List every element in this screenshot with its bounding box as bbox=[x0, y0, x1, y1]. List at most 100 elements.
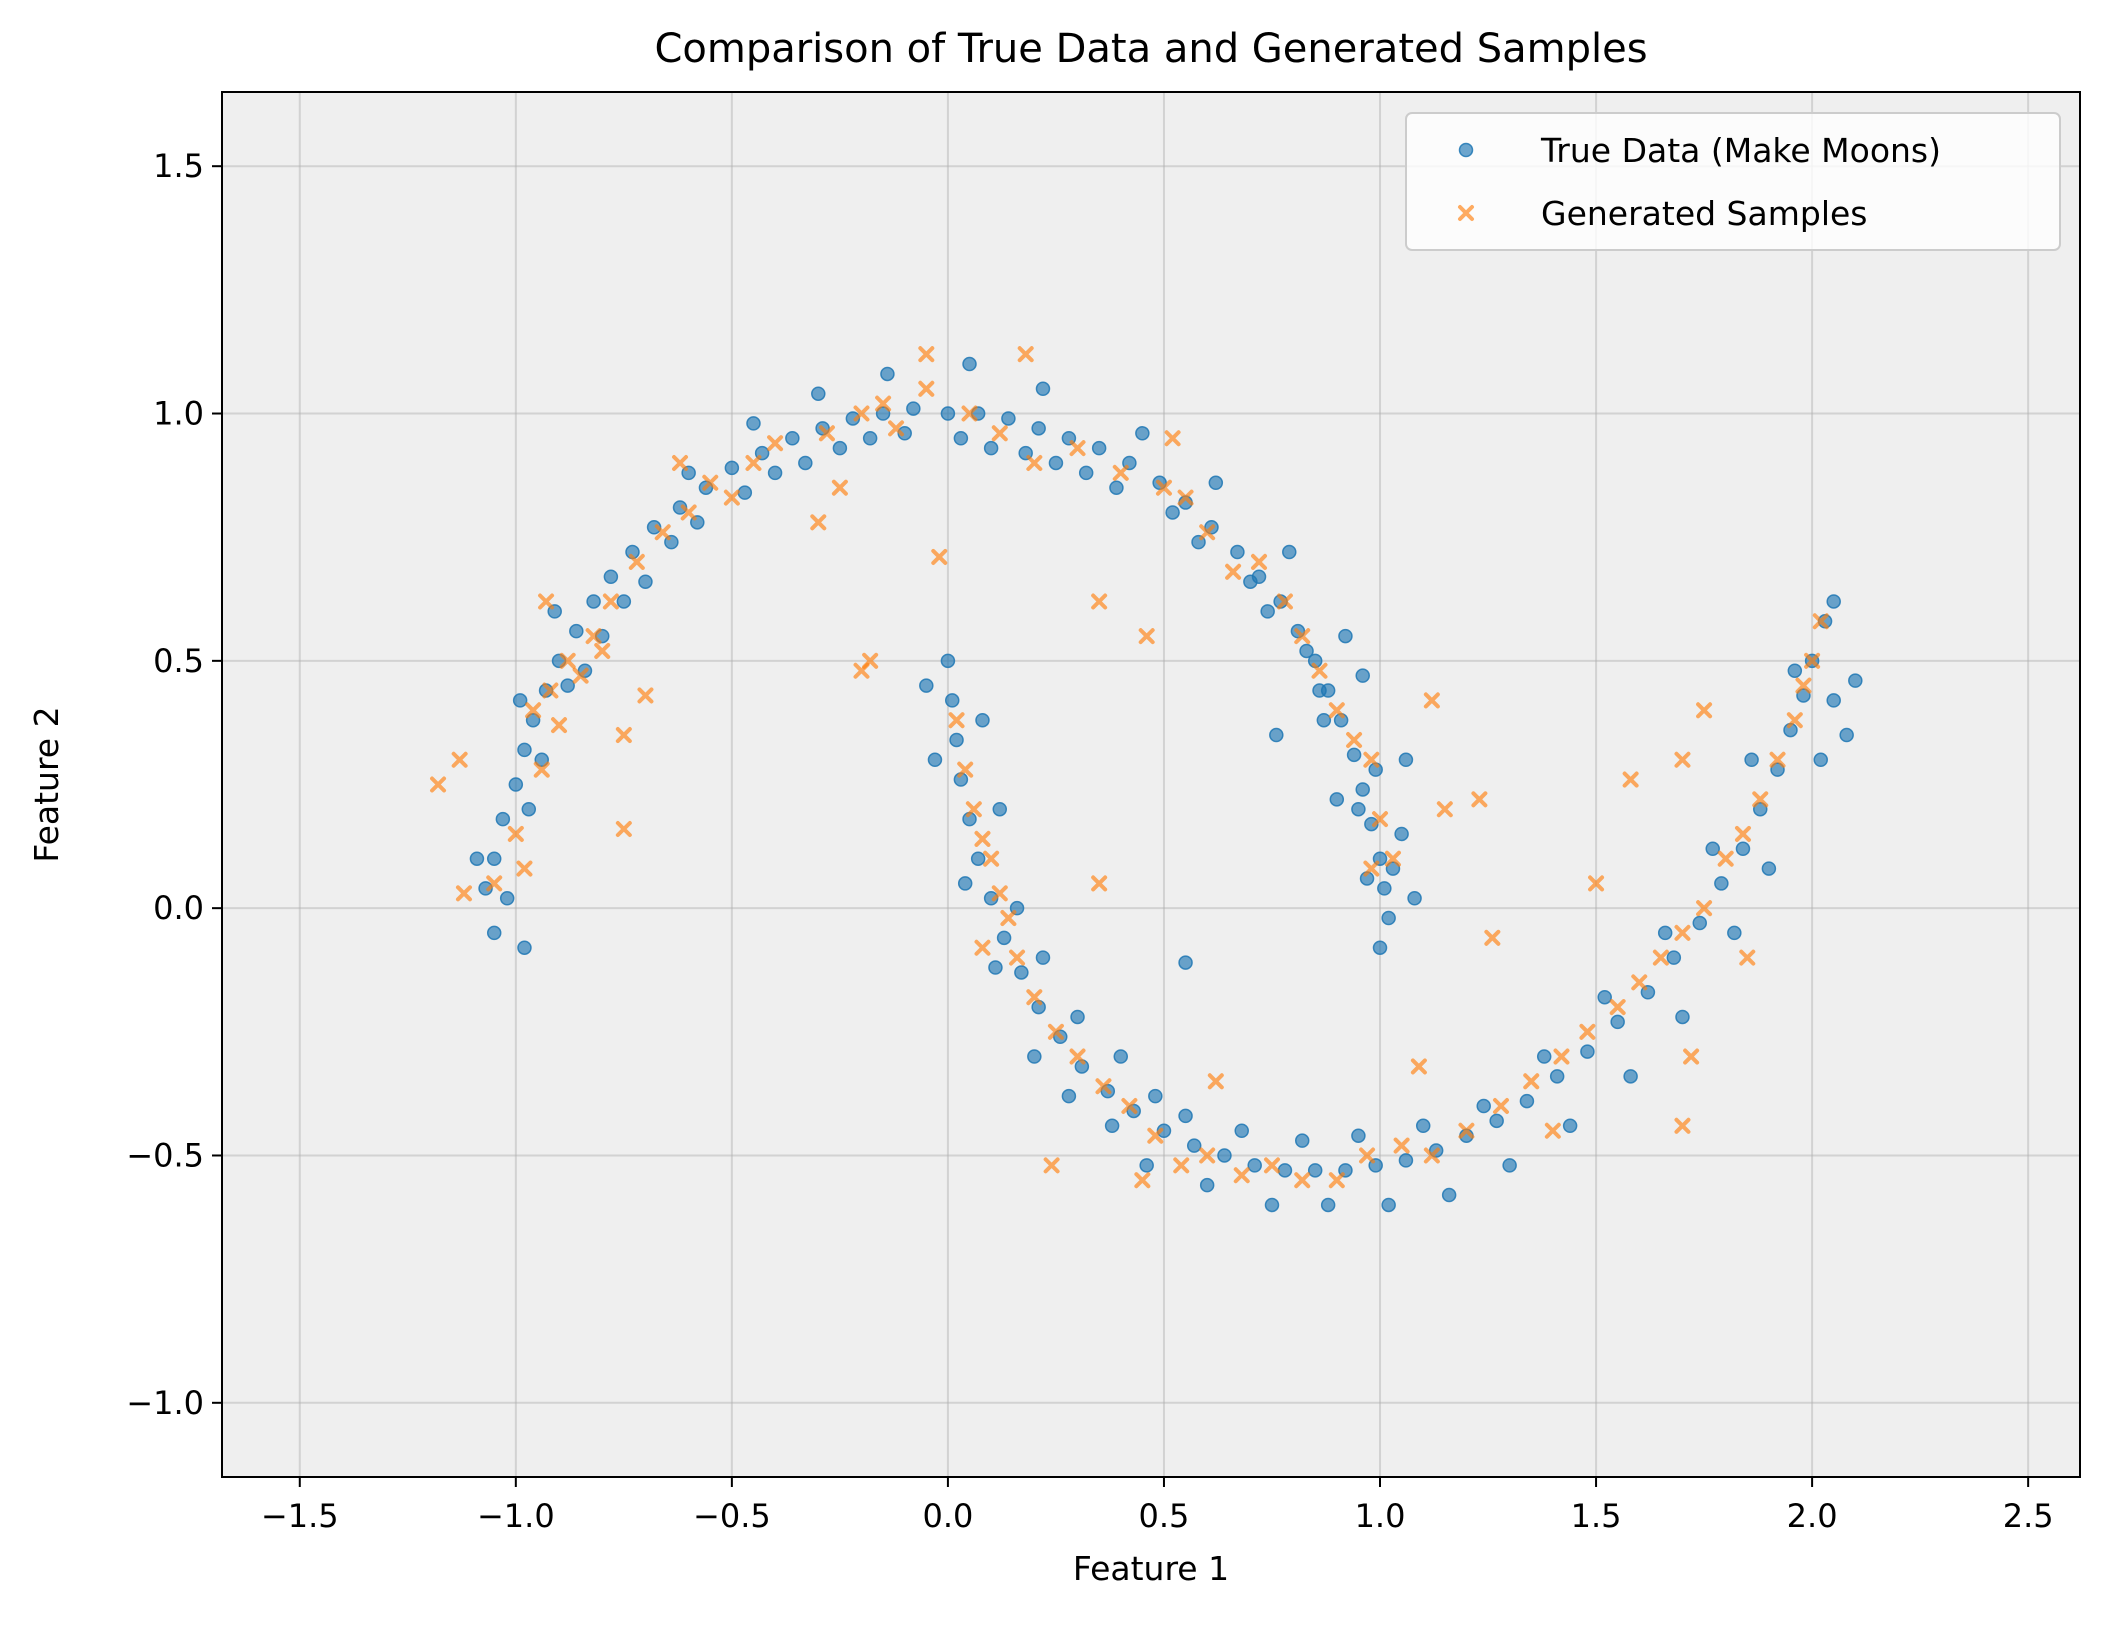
generated-sample-point bbox=[1026, 454, 1043, 471]
true-data-point bbox=[746, 416, 761, 431]
true-data-point bbox=[1826, 693, 1841, 708]
true-data-point bbox=[1666, 950, 1682, 965]
true-data-point bbox=[811, 386, 826, 401]
true-data-point bbox=[1320, 1197, 1336, 1213]
generated-sample-point bbox=[1173, 1157, 1190, 1174]
true-data-point bbox=[1230, 544, 1245, 560]
generated-sample-point bbox=[1091, 875, 1108, 892]
generated-sample-point bbox=[831, 479, 848, 496]
x-tick-label: 2.5 bbox=[2003, 1497, 2054, 1535]
true-data-point bbox=[944, 693, 960, 708]
true-data-point bbox=[1744, 752, 1759, 768]
generated-sample-point bbox=[654, 524, 671, 541]
generated-sample-point bbox=[572, 667, 589, 684]
generated-sample-point bbox=[1436, 801, 1453, 818]
generated-sample-point bbox=[1786, 712, 1803, 729]
generated-sample-point bbox=[702, 474, 719, 491]
generated-sample-point bbox=[1579, 1023, 1596, 1040]
true-data-point bbox=[1014, 965, 1029, 980]
true-data-point bbox=[1675, 1009, 1690, 1025]
true-data-point bbox=[1597, 989, 1612, 1005]
generated-sample-point bbox=[931, 548, 948, 565]
true-data-point bbox=[785, 431, 800, 446]
generated-sample-point bbox=[1769, 751, 1786, 768]
generated-sample-point bbox=[525, 702, 542, 719]
true-data-point bbox=[1415, 1118, 1431, 1134]
true-data-point bbox=[525, 712, 541, 728]
generated-sample-point bbox=[1804, 652, 1821, 669]
generated-sample-point bbox=[810, 514, 827, 531]
generated-sample-point bbox=[1544, 1122, 1561, 1139]
generated-sample-point bbox=[1047, 1023, 1064, 1040]
generated-sample-point bbox=[594, 642, 611, 659]
true-data-point bbox=[486, 925, 502, 941]
true-data-point bbox=[1476, 1098, 1491, 1114]
generated-sample-point bbox=[1164, 430, 1181, 447]
true-data-point bbox=[906, 401, 921, 416]
true-data-point bbox=[1104, 1118, 1120, 1134]
true-data-point bbox=[1562, 1118, 1578, 1134]
true-data-point bbox=[949, 732, 964, 748]
true-data-point bbox=[953, 431, 969, 446]
true-data-point bbox=[1355, 782, 1370, 797]
true-data-point bbox=[1796, 688, 1811, 703]
true-data-point bbox=[495, 811, 511, 827]
true-data-point bbox=[798, 455, 813, 471]
generated-sample-point bbox=[1588, 875, 1605, 892]
x-tick-label: 1.5 bbox=[1571, 1497, 1622, 1535]
generated-sample-point bbox=[1251, 553, 1268, 570]
true-data-point bbox=[737, 485, 753, 500]
generated-sample-point bbox=[1752, 791, 1769, 808]
generated-sample-point bbox=[1363, 751, 1380, 768]
true-data-point bbox=[1178, 955, 1193, 970]
generated-sample-point bbox=[1346, 731, 1363, 748]
generated-sample-point bbox=[1147, 1127, 1164, 1144]
true-data-point bbox=[499, 891, 515, 906]
legend-box bbox=[1405, 112, 2061, 251]
generated-sample-point bbox=[862, 652, 879, 669]
generated-sample-point bbox=[1276, 593, 1293, 610]
generated-sample-point bbox=[1696, 900, 1713, 917]
true-data-point bbox=[1031, 421, 1046, 436]
generated-sample-point bbox=[918, 346, 935, 363]
true-data-point bbox=[1351, 801, 1366, 817]
true-data-point bbox=[1549, 1069, 1565, 1084]
legend-marker-true-data bbox=[1458, 142, 1474, 158]
legend-label-true-data: True Data (Make Moons) bbox=[1540, 131, 1941, 170]
true-data-point bbox=[1705, 841, 1720, 857]
true-data-point bbox=[1091, 440, 1107, 456]
legend-label-generated-samples: Generated Samples bbox=[1541, 194, 1868, 233]
true-data-point bbox=[1770, 762, 1785, 777]
true-data-point bbox=[862, 431, 878, 446]
generated-sample-point bbox=[1622, 771, 1639, 788]
generated-sample-point bbox=[1359, 1147, 1376, 1164]
generated-sample-point bbox=[1199, 1147, 1216, 1164]
generated-sample-point bbox=[1471, 791, 1488, 808]
true-data-point bbox=[1610, 1014, 1625, 1030]
true-data-point bbox=[1243, 574, 1258, 589]
true-data-point bbox=[616, 594, 632, 609]
true-data-point bbox=[1787, 663, 1803, 678]
generated-sample-point bbox=[1112, 464, 1129, 481]
true-data-point bbox=[512, 693, 528, 708]
x-tick-label: 1.0 bbox=[1355, 1497, 1406, 1535]
true-data-point bbox=[1217, 1148, 1232, 1163]
generated-sample-point bbox=[1069, 1048, 1086, 1065]
y-tick-label: −1.0 bbox=[126, 1384, 204, 1422]
generated-sample-point bbox=[875, 395, 892, 412]
generated-sample-point bbox=[1372, 811, 1389, 828]
x-tick-label: −1.0 bbox=[477, 1497, 555, 1535]
generated-sample-point bbox=[745, 454, 762, 471]
true-data-point bbox=[1109, 480, 1124, 495]
true-data-point bbox=[486, 851, 502, 866]
generated-sample-point bbox=[991, 425, 1008, 442]
generated-sample-point bbox=[533, 761, 550, 778]
generated-sample-point bbox=[1652, 949, 1669, 966]
generated-sample-point bbox=[1384, 850, 1401, 867]
true-data-point bbox=[1519, 1093, 1535, 1109]
generated-sample-point bbox=[1674, 1117, 1691, 1134]
true-data-point bbox=[832, 440, 848, 456]
generated-sample-point bbox=[559, 652, 576, 669]
generated-sample-point bbox=[507, 825, 524, 842]
x-tick-label: −1.5 bbox=[261, 1497, 339, 1535]
